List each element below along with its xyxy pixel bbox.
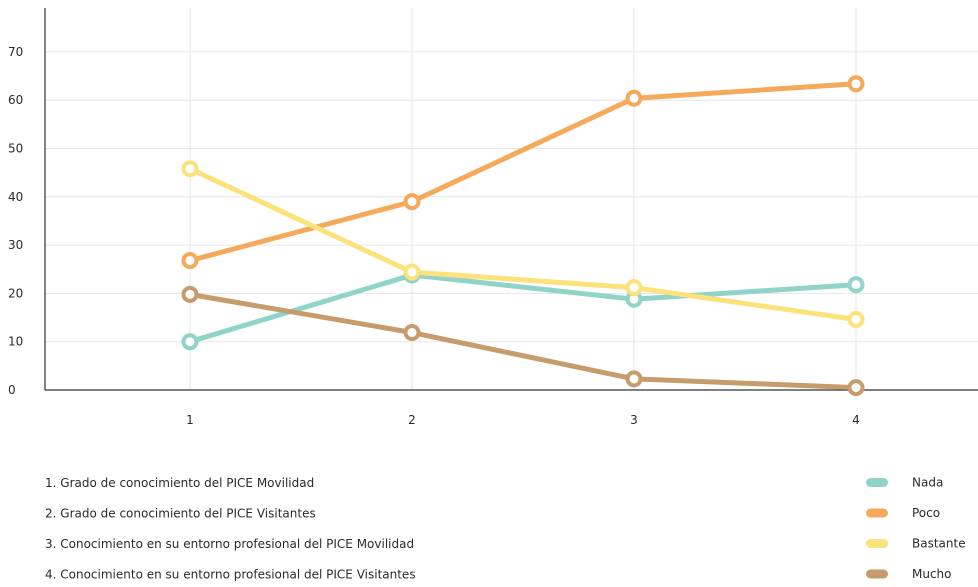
- data-point-bastante: [181, 160, 199, 178]
- legend-label: Bastante: [912, 537, 966, 551]
- series-layer: [181, 75, 865, 397]
- legend-label: Poco: [912, 506, 940, 520]
- grid-layer: [45, 8, 978, 390]
- data-point-mucho: [403, 324, 421, 342]
- category-note: 3. Conocimiento en su entorno profesiona…: [45, 537, 414, 551]
- series-line-nada: [187, 272, 859, 345]
- category-note: 1. Grado de conocimiento del PICE Movili…: [45, 476, 314, 490]
- legend-swatch-nada: [866, 478, 888, 487]
- legend: Nada Poco Bastante Mucho: [866, 476, 966, 581]
- y-tick-label: 30: [8, 238, 23, 252]
- data-point-poco: [181, 252, 199, 270]
- data-point-mucho: [847, 379, 865, 397]
- series-line-poco: [187, 81, 859, 264]
- x-tick-label: 4: [852, 413, 860, 427]
- y-tick-label: 60: [8, 93, 23, 107]
- x-tick-label: 2: [408, 413, 416, 427]
- y-tick-label: 70: [8, 45, 23, 59]
- axis-layer: 0 10 20 30 40 50 60 70 1 2 3 4: [8, 8, 978, 427]
- y-tick-label: 50: [8, 142, 23, 156]
- data-point-poco: [625, 89, 643, 107]
- series-line-bastante: [187, 166, 859, 322]
- data-point-poco: [403, 193, 421, 211]
- series-line-mucho: [187, 291, 859, 391]
- legend-swatch-bastante: [866, 539, 888, 548]
- legend-label: Mucho: [912, 567, 952, 581]
- category-notes: 1. Grado de conocimiento del PICE Movili…: [45, 476, 416, 582]
- y-tick-label: 10: [8, 335, 23, 349]
- legend-swatch-mucho: [866, 569, 888, 579]
- y-tick-label: 40: [8, 190, 23, 204]
- data-point-bastante: [403, 263, 421, 281]
- y-tick-label: 0: [8, 383, 16, 397]
- data-point-nada: [181, 333, 199, 351]
- data-point-mucho: [181, 285, 199, 303]
- data-point-poco: [847, 75, 865, 93]
- category-note: 4. Conocimiento en su entorno profesiona…: [45, 568, 416, 582]
- legend-label: Nada: [912, 476, 943, 490]
- x-tick-label: 3: [630, 413, 638, 427]
- data-point-mucho: [625, 370, 643, 388]
- data-point-bastante: [625, 279, 643, 297]
- category-note: 2. Grado de conocimiento del PICE Visita…: [45, 507, 316, 521]
- y-tick-label: 20: [8, 286, 23, 300]
- data-point-bastante: [847, 310, 865, 328]
- legend-swatch-poco: [866, 508, 888, 518]
- x-tick-label: 1: [186, 413, 194, 427]
- data-point-nada: [847, 276, 865, 294]
